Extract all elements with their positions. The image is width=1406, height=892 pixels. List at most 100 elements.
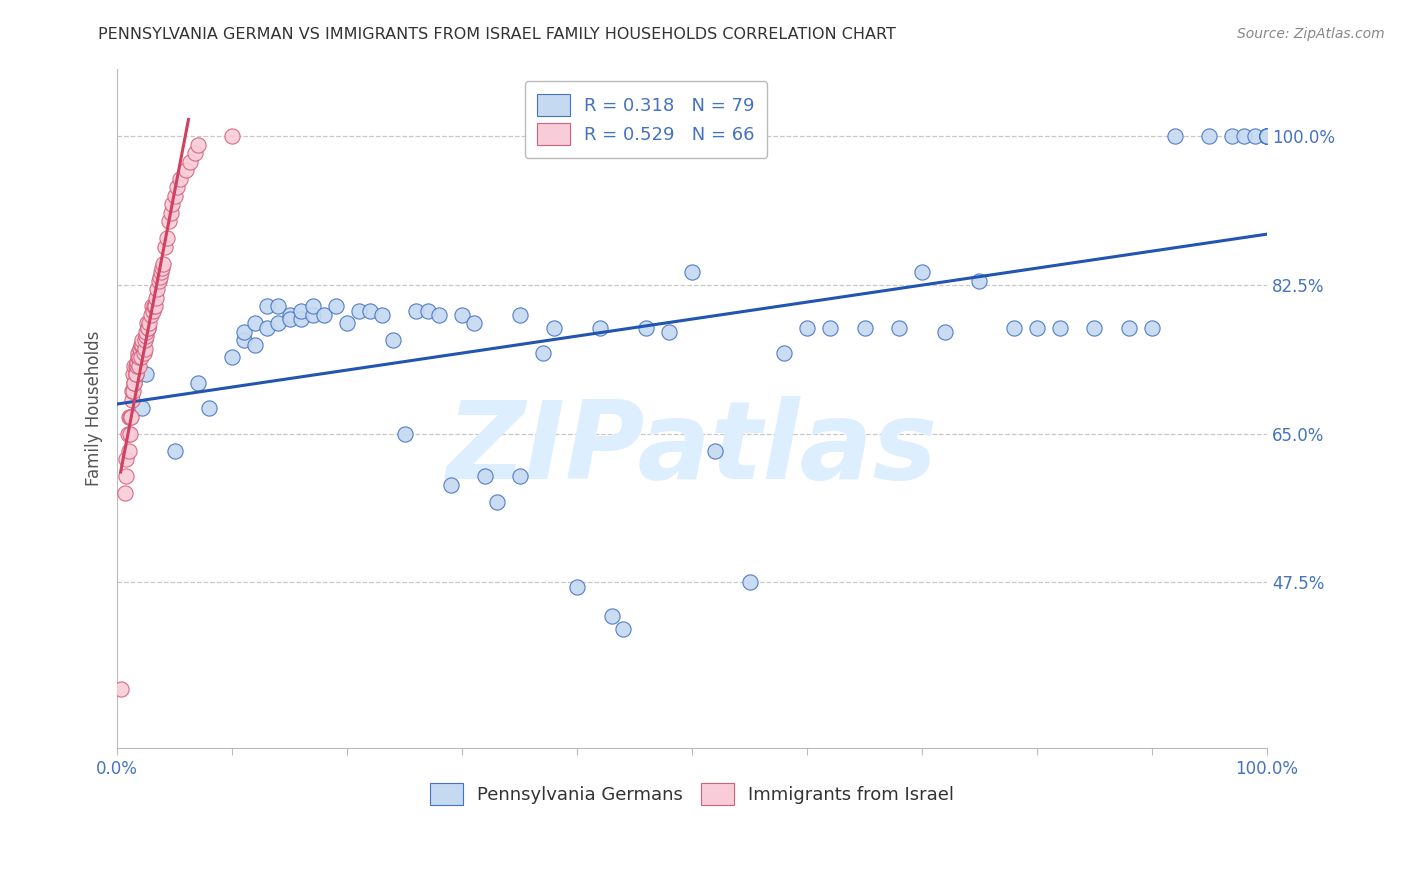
Point — [163, 443, 186, 458]
Point — [256, 299, 278, 313]
Point — [132, 346, 155, 360]
Point — [187, 376, 209, 390]
Point — [134, 334, 156, 348]
Point — [301, 308, 323, 322]
Point — [1233, 129, 1256, 144]
Point — [463, 316, 485, 330]
Point — [131, 337, 153, 351]
Point — [1198, 129, 1220, 144]
Point — [243, 337, 266, 351]
Point — [256, 320, 278, 334]
Point — [135, 368, 157, 382]
Point — [439, 477, 461, 491]
Point — [128, 351, 150, 365]
Legend: Pennsylvania Germans, Immigrants from Israel: Pennsylvania Germans, Immigrants from Is… — [422, 773, 963, 814]
Point — [531, 346, 554, 360]
Point — [1256, 129, 1278, 144]
Point — [187, 138, 209, 153]
Point — [149, 269, 172, 284]
Point — [451, 308, 474, 322]
Point — [1222, 129, 1244, 144]
Point — [124, 368, 146, 382]
Point — [1118, 320, 1140, 334]
Text: ZIPatlas: ZIPatlas — [447, 396, 938, 502]
Point — [1026, 320, 1049, 334]
Point — [1256, 129, 1278, 144]
Point — [427, 308, 450, 322]
Point — [136, 316, 159, 330]
Point — [1140, 320, 1163, 334]
Point — [157, 214, 180, 228]
Point — [290, 303, 312, 318]
Point — [115, 452, 138, 467]
Point — [128, 359, 150, 373]
Point — [142, 303, 165, 318]
Point — [818, 320, 841, 334]
Point — [146, 282, 169, 296]
Point — [122, 368, 145, 382]
Point — [131, 337, 153, 351]
Point — [1256, 129, 1278, 144]
Point — [221, 129, 243, 144]
Point — [1256, 129, 1278, 144]
Point — [738, 575, 761, 590]
Point — [485, 494, 508, 508]
Point — [853, 320, 876, 334]
Point — [150, 261, 173, 276]
Point — [221, 351, 243, 365]
Point — [166, 180, 188, 194]
Point — [1256, 129, 1278, 144]
Point — [148, 274, 170, 288]
Point — [145, 291, 167, 305]
Point — [290, 312, 312, 326]
Point — [773, 346, 796, 360]
Point — [138, 316, 160, 330]
Point — [160, 206, 183, 220]
Point — [325, 299, 347, 313]
Point — [267, 299, 290, 313]
Point — [509, 469, 531, 483]
Point — [124, 376, 146, 390]
Point — [117, 426, 139, 441]
Point — [122, 384, 145, 399]
Point — [131, 401, 153, 416]
Point — [118, 443, 141, 458]
Point — [1256, 129, 1278, 144]
Point — [301, 299, 323, 313]
Point — [143, 299, 166, 313]
Point — [129, 342, 152, 356]
Point — [934, 325, 956, 339]
Point — [347, 303, 370, 318]
Point — [681, 265, 703, 279]
Point — [179, 155, 201, 169]
Point — [152, 257, 174, 271]
Point — [382, 334, 405, 348]
Point — [174, 163, 197, 178]
Point — [1256, 129, 1278, 144]
Point — [131, 334, 153, 348]
Point — [118, 409, 141, 424]
Point — [125, 354, 148, 368]
Point — [600, 609, 623, 624]
Point — [120, 409, 142, 424]
Point — [118, 409, 141, 424]
Point — [1083, 320, 1105, 334]
Point — [129, 342, 152, 356]
Point — [278, 308, 301, 322]
Point — [1164, 129, 1187, 144]
Point — [136, 320, 159, 334]
Point — [115, 469, 138, 483]
Point — [118, 426, 141, 441]
Point — [565, 580, 588, 594]
Point — [394, 426, 416, 441]
Point — [887, 320, 910, 334]
Point — [474, 469, 496, 483]
Point — [911, 265, 934, 279]
Point — [155, 240, 177, 254]
Point — [1256, 129, 1278, 144]
Point — [1244, 129, 1267, 144]
Point — [127, 351, 149, 365]
Point — [1256, 129, 1278, 144]
Point — [509, 308, 531, 322]
Point — [1256, 129, 1278, 144]
